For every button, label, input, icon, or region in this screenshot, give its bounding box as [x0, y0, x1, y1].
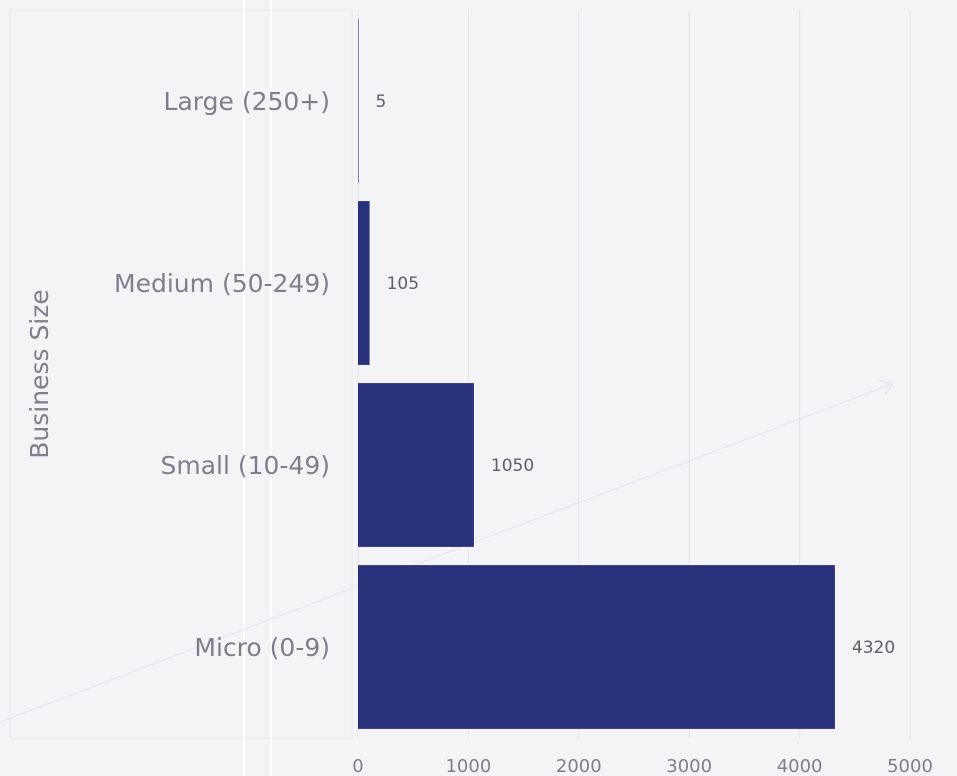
decor-diagonal — [0, 383, 893, 723]
x-tick-label: 5000 — [887, 756, 933, 776]
data-label: 4320 — [852, 638, 895, 658]
y-axis-label: Business Size — [25, 289, 54, 459]
y-tick-label: Small (10-49) — [160, 451, 330, 480]
x-tick-label: 0 — [352, 756, 363, 776]
bar — [358, 383, 474, 547]
y-tick-label: Large (250+) — [164, 87, 330, 116]
data-label: 1050 — [491, 456, 534, 476]
data-labels: 4320 1050 105 5 — [376, 92, 896, 658]
data-label: 105 — [387, 274, 419, 294]
background-decoration — [0, 0, 895, 776]
decor-arrow-icon — [877, 379, 895, 396]
bar — [358, 565, 835, 729]
x-tick-label: 3000 — [666, 756, 712, 776]
tick-labels: 0 1000 2000 3000 4000 5000 Micro (0-9) Small (1… — [114, 87, 933, 776]
data-label: 5 — [376, 92, 387, 112]
bars — [358, 19, 835, 729]
bar — [358, 201, 370, 365]
chart-panel — [9, 9, 353, 739]
bar — [358, 19, 359, 183]
y-tick-label: Medium (50-249) — [114, 269, 330, 298]
y-tick-label: Micro (0-9) — [194, 633, 330, 662]
x-tick-label: 4000 — [777, 756, 823, 776]
x-tick-label: 2000 — [556, 756, 602, 776]
x-tick-label: 1000 — [445, 756, 491, 776]
